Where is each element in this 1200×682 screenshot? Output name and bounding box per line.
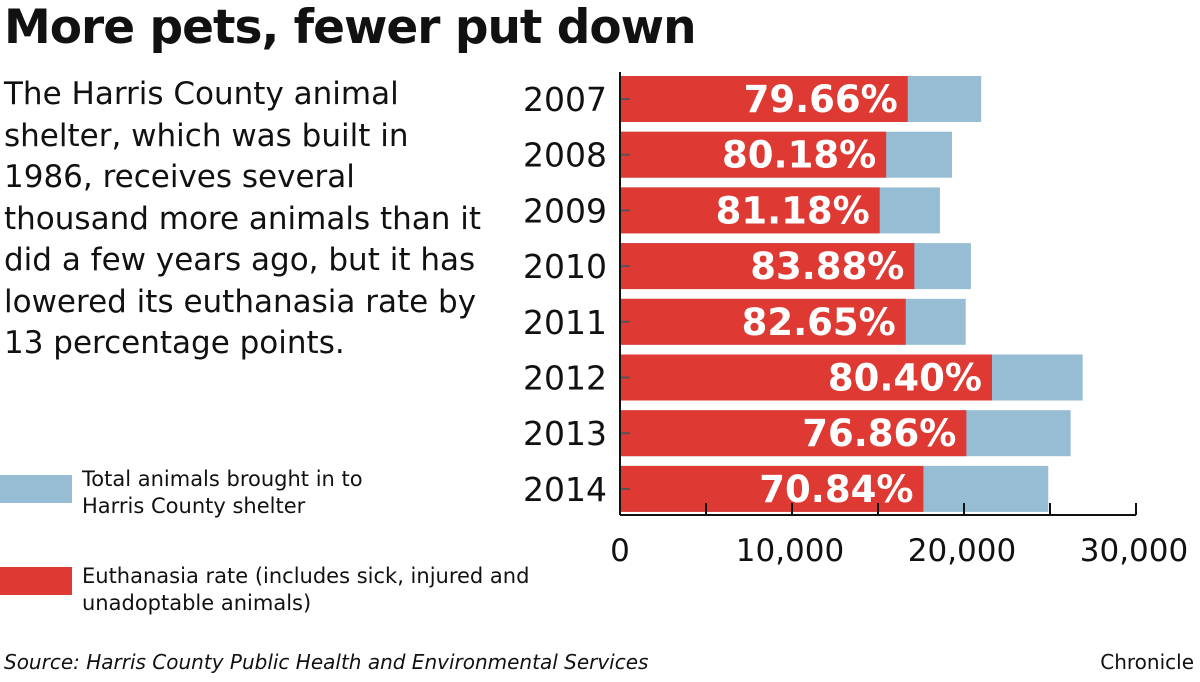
data-label: 79.66% xyxy=(744,78,898,121)
bar-euthanasia xyxy=(620,298,906,345)
data-label: 80.18% xyxy=(722,134,876,177)
data-label: 82.65% xyxy=(742,301,896,344)
category-label: 2009 xyxy=(523,191,607,230)
category-label: 2012 xyxy=(523,359,607,398)
x-tick-label: 10,000 xyxy=(736,533,844,569)
x-tick-label: 0 xyxy=(610,533,630,569)
bar-euthanasia xyxy=(620,187,880,234)
data-label: 80.40% xyxy=(828,357,982,400)
legend-label-rate: Euthanasia rate (includes sick, injured … xyxy=(82,564,530,615)
category-label: 2011 xyxy=(523,303,607,342)
bar-euthanasia xyxy=(620,131,887,178)
credit: Chronicle xyxy=(1100,650,1194,674)
bar-euthanasia xyxy=(620,465,924,512)
category-label: 2010 xyxy=(523,247,607,286)
bar-euthanasia xyxy=(620,243,915,290)
chart-title: More pets, fewer put down xyxy=(4,0,697,55)
category-label: 2008 xyxy=(523,136,607,175)
x-tick-label: 20,000 xyxy=(908,533,1016,569)
category-label: 2014 xyxy=(523,470,607,509)
description: The Harris County animal shelter, which … xyxy=(4,76,482,361)
category-label: 2013 xyxy=(523,414,607,453)
bar-euthanasia xyxy=(620,354,992,401)
legend-swatch-rate xyxy=(0,567,72,595)
legend-label-total: Total animals brought in to Harris Count… xyxy=(82,467,363,518)
category-label: 2007 xyxy=(523,80,607,119)
bar-euthanasia xyxy=(620,410,967,457)
bar-euthanasia xyxy=(620,76,908,122)
data-label: 76.86% xyxy=(802,412,956,455)
data-label: 83.88% xyxy=(750,245,904,288)
data-label: 81.18% xyxy=(716,189,870,232)
x-tick-label: 30,000 xyxy=(1080,533,1188,569)
source-note: Source: Harris County Public Health and … xyxy=(4,650,649,674)
legend-swatch-total xyxy=(0,475,72,503)
data-label: 70.84% xyxy=(759,468,913,511)
